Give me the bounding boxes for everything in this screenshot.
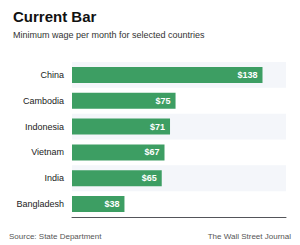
svg-text:Source: State Department: Source: State Department <box>9 232 102 241</box>
svg-text:India: India <box>44 173 64 183</box>
svg-text:Bangladesh: Bangladesh <box>16 199 64 209</box>
svg-text:$138: $138 <box>237 70 257 80</box>
svg-text:$75: $75 <box>156 96 171 106</box>
svg-text:The Wall Street Journal: The Wall Street Journal <box>208 232 292 241</box>
svg-text:$65: $65 <box>142 173 157 183</box>
svg-text:$38: $38 <box>104 199 119 209</box>
svg-text:$71: $71 <box>150 122 165 132</box>
svg-text:Current Bar: Current Bar <box>13 8 97 25</box>
svg-text:$67: $67 <box>144 147 159 157</box>
svg-text:Vietnam: Vietnam <box>31 147 64 157</box>
svg-text:Indonesia: Indonesia <box>25 122 64 132</box>
svg-text:China: China <box>40 70 64 80</box>
svg-text:Minimum wage per month for sel: Minimum wage per month for selected coun… <box>13 30 205 40</box>
svg-text:Cambodia: Cambodia <box>23 96 64 106</box>
